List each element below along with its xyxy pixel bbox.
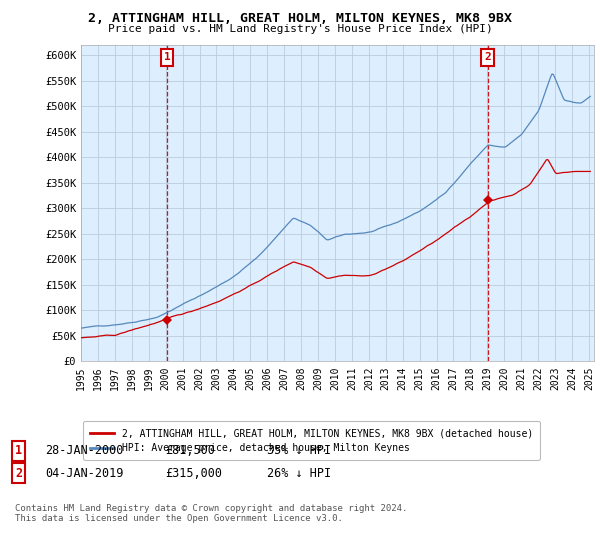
Text: 26% ↓ HPI: 26% ↓ HPI xyxy=(267,466,331,480)
Text: Price paid vs. HM Land Registry's House Price Index (HPI): Price paid vs. HM Land Registry's House … xyxy=(107,24,493,34)
Text: £81,500: £81,500 xyxy=(165,444,215,458)
Text: 2: 2 xyxy=(484,53,491,63)
Text: 28-JAN-2000: 28-JAN-2000 xyxy=(45,444,124,458)
Legend: 2, ATTINGHAM HILL, GREAT HOLM, MILTON KEYNES, MK8 9BX (detached house), HPI: Ave: 2, ATTINGHAM HILL, GREAT HOLM, MILTON KE… xyxy=(83,422,540,460)
Text: 1: 1 xyxy=(15,444,22,458)
Text: 04-JAN-2019: 04-JAN-2019 xyxy=(45,466,124,480)
Text: 2: 2 xyxy=(15,466,22,480)
Text: 2, ATTINGHAM HILL, GREAT HOLM, MILTON KEYNES, MK8 9BX: 2, ATTINGHAM HILL, GREAT HOLM, MILTON KE… xyxy=(88,12,512,25)
Text: 1: 1 xyxy=(164,53,170,63)
Text: Contains HM Land Registry data © Crown copyright and database right 2024.
This d: Contains HM Land Registry data © Crown c… xyxy=(15,504,407,524)
Text: £315,000: £315,000 xyxy=(165,466,222,480)
Text: 35% ↓ HPI: 35% ↓ HPI xyxy=(267,444,331,458)
